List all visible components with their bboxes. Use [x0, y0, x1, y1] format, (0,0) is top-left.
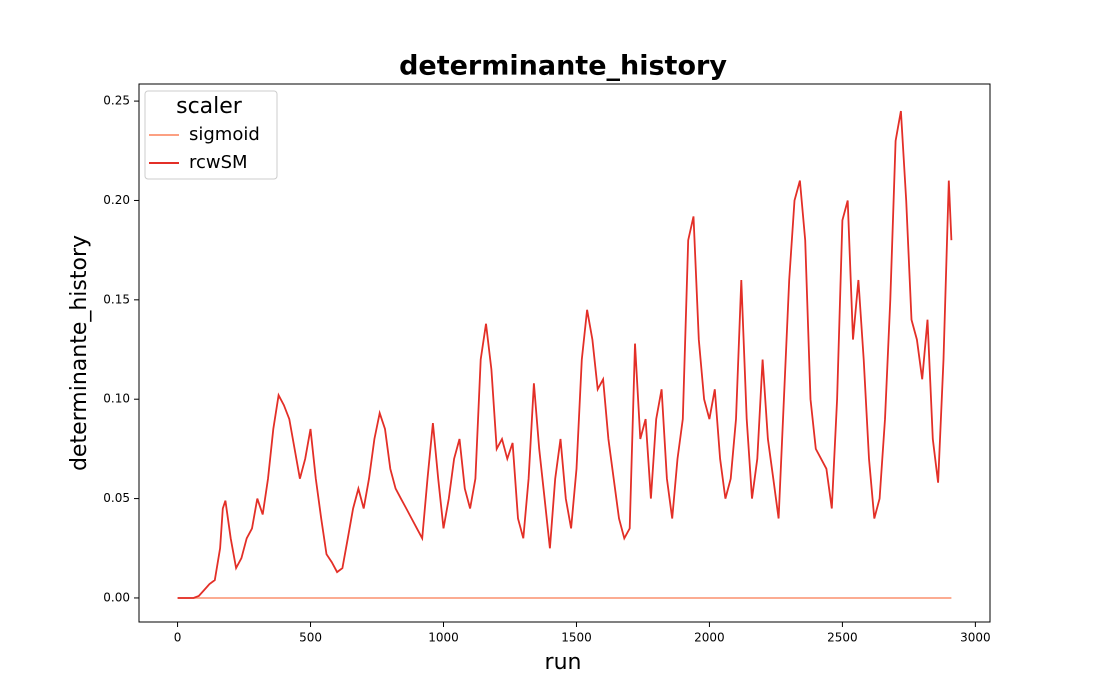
y-axis-label: determinante_history [67, 235, 92, 471]
y-tick-label: 0.15 [103, 292, 130, 306]
y-tick-label: 0.25 [103, 94, 130, 108]
x-tick-label: 2000 [694, 631, 725, 645]
x-tick-label: 1500 [561, 631, 592, 645]
data-line [177, 110, 953, 599]
x-tick-label: 2500 [827, 631, 858, 645]
legend-title: scaler [176, 94, 243, 119]
x-tick-label: 0 [174, 631, 182, 645]
x-axis-label: run [545, 650, 582, 675]
x-tick-label: 500 [299, 631, 322, 645]
y-tick-label: 0.00 [103, 590, 130, 604]
x-tick-label: 3000 [960, 631, 991, 645]
x-tick-label: 1000 [428, 631, 459, 645]
y-tick-label: 0.10 [103, 392, 130, 406]
y-tick-label: 0.20 [103, 193, 130, 207]
legend-label: rcwSM [189, 152, 248, 173]
chart-title: determinante_history [399, 51, 727, 82]
legend-box [144, 90, 278, 180]
plot-frame [138, 83, 991, 623]
legend-label: sigmoid [189, 124, 260, 145]
y-tick-label: 0.05 [103, 491, 130, 505]
